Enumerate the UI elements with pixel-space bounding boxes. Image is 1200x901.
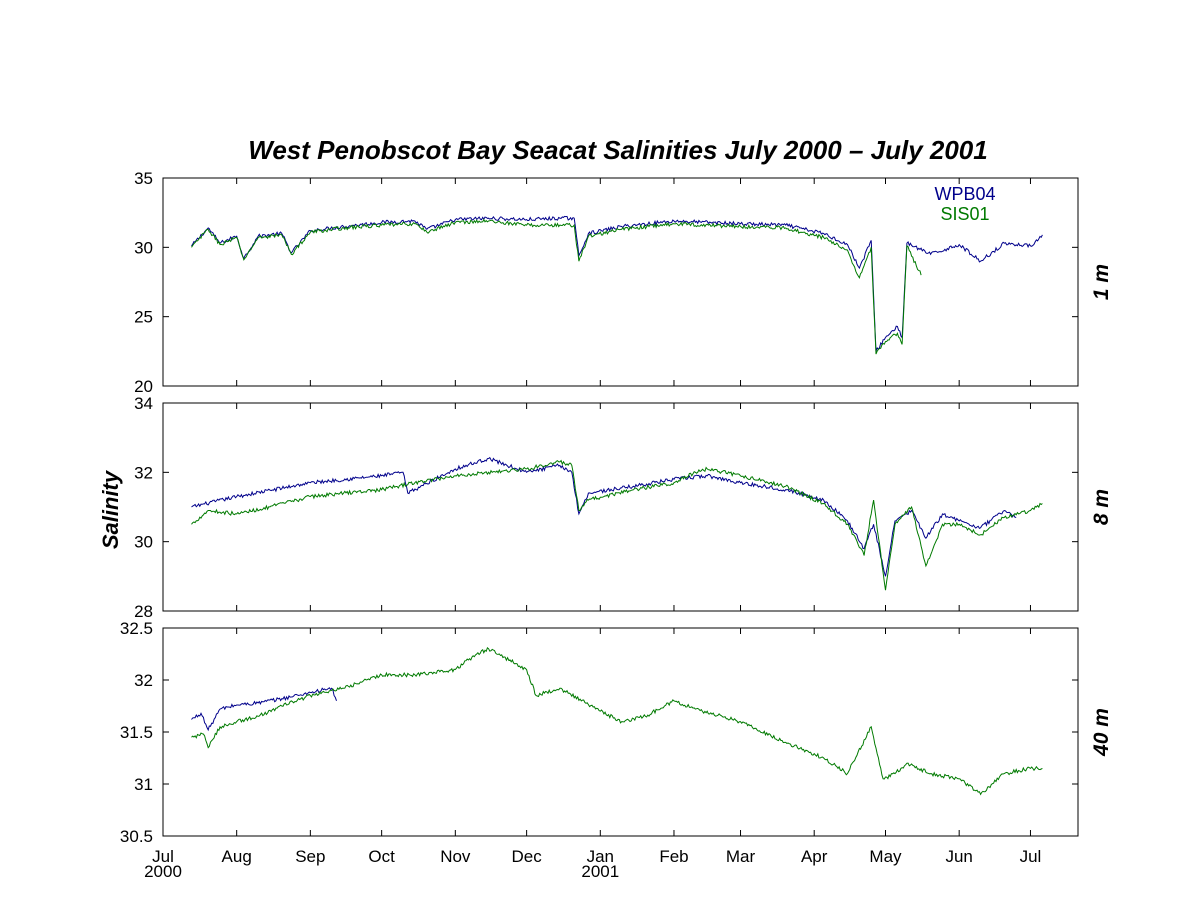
x-tick-label: Jul — [152, 847, 174, 866]
depth-label: 40 m — [1090, 708, 1113, 757]
y-tick-label: 28 — [134, 602, 153, 621]
x-tick-year-label: 2000 — [144, 862, 182, 881]
y-tick-label: 20 — [134, 377, 153, 396]
panel-1: 20 25 30 35 1 m — [134, 169, 1113, 396]
x-tick-label: Jul — [1020, 847, 1042, 866]
x-tick-label: May — [869, 847, 902, 866]
y-axis-label: Salinity — [98, 469, 123, 549]
series-line-sis01 — [191, 218, 922, 355]
depth-label: 8 m — [1090, 489, 1113, 525]
y-tick-label: 32 — [134, 463, 153, 482]
x-tick-label: Oct — [368, 847, 395, 866]
x-tick-label: Jun — [945, 847, 972, 866]
x-tick-label: Apr — [801, 847, 828, 866]
x-tick-label: Aug — [222, 847, 252, 866]
x-tick-label: Mar — [726, 847, 756, 866]
chart-title: West Penobscot Bay Seacat Salinities Jul… — [248, 135, 987, 165]
series-line-sis01 — [191, 459, 1043, 591]
plot-frame — [162, 177, 1079, 387]
legend-entry-wpb04: WPB04 — [934, 184, 995, 204]
x-tick-label: Feb — [659, 847, 688, 866]
x-tick-label: Jan — [587, 847, 614, 866]
legend-entry-sis01: SIS01 — [940, 204, 989, 224]
panels: 20 25 30 35 1 m 28 30 32 34 8 m 30.5 31 31.5 32 32.5 40… — [120, 169, 1113, 881]
series-line-wpb04 — [191, 687, 337, 732]
y-tick-label: 30 — [134, 533, 153, 552]
x-tick-label: Dec — [512, 847, 543, 866]
y-tick-label: 25 — [134, 308, 153, 327]
y-tick-label: 31 — [134, 775, 153, 794]
y-tick-label: 32.5 — [120, 619, 153, 638]
panel-2: 28 30 32 34 8 m — [134, 394, 1113, 621]
y-tick-label: 30.5 — [120, 827, 153, 846]
y-tick-label: 35 — [134, 169, 153, 188]
series-line-wpb04 — [191, 215, 1043, 352]
series-line-wpb04 — [191, 456, 1017, 577]
x-tick-year-label: 2001 — [581, 862, 619, 881]
y-tick-label: 30 — [134, 238, 153, 257]
y-tick-label: 34 — [134, 394, 153, 413]
x-tick-label: Nov — [440, 847, 471, 866]
series-line-sis01 — [191, 646, 1043, 796]
y-tick-label: 32 — [134, 671, 153, 690]
depth-label: 1 m — [1090, 264, 1113, 300]
y-tick-label: 31.5 — [120, 723, 153, 742]
x-tick-label: Sep — [295, 847, 325, 866]
plot-frame — [162, 402, 1079, 612]
plot-frame — [162, 627, 1079, 837]
